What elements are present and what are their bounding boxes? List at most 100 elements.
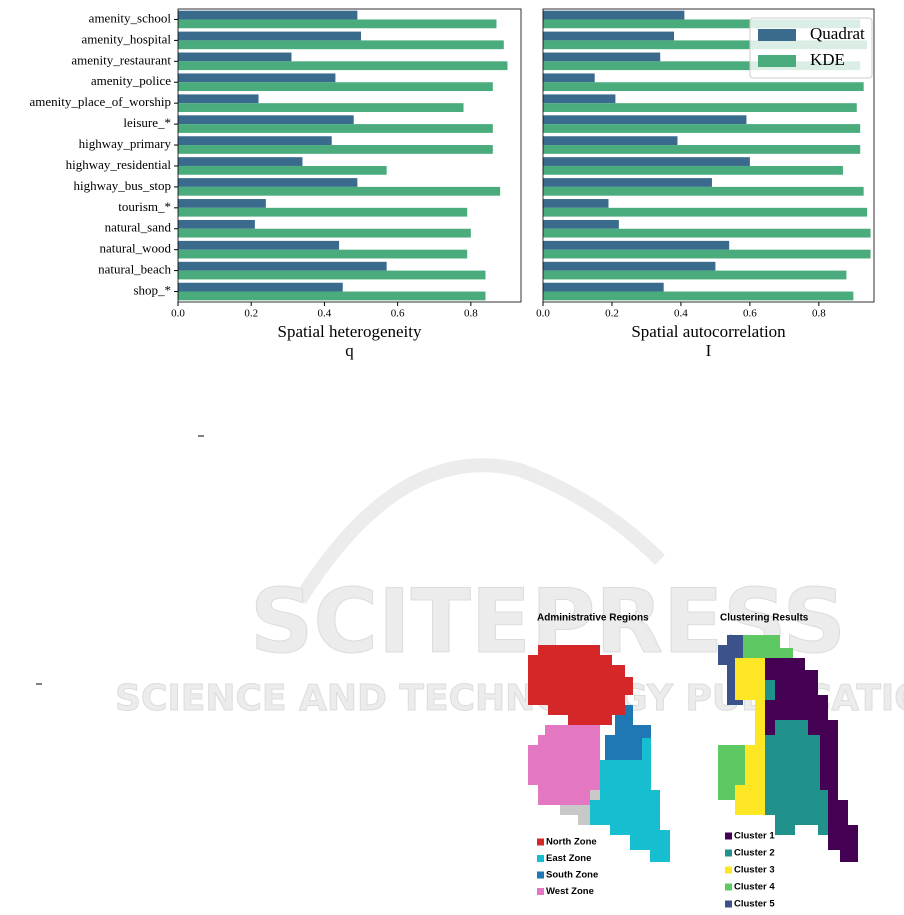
bar xyxy=(543,19,861,29)
bar xyxy=(543,94,616,104)
bar xyxy=(178,94,259,104)
y-tick-label: amenity_school xyxy=(89,10,172,25)
y-tick-label: tourism_* xyxy=(118,199,171,214)
bar xyxy=(178,52,292,62)
bar xyxy=(543,261,716,271)
bar xyxy=(178,219,255,229)
map-region xyxy=(528,645,633,725)
y-tick-label: natural_wood xyxy=(100,241,172,256)
legend-swatch xyxy=(725,883,732,891)
map-region xyxy=(718,745,745,800)
bar xyxy=(178,82,493,92)
bar xyxy=(543,240,730,250)
bar xyxy=(543,115,747,125)
bar xyxy=(178,178,358,187)
bar xyxy=(178,19,497,29)
bar xyxy=(543,199,609,208)
bar xyxy=(178,145,493,154)
bar xyxy=(178,270,486,280)
legend-swatch xyxy=(725,866,732,874)
y-tick-label: highway_primary xyxy=(79,136,172,151)
bar xyxy=(178,282,343,292)
bar xyxy=(543,291,854,301)
x-tick-label: 0.4 xyxy=(318,308,332,320)
plot-frame xyxy=(542,8,875,303)
x-tick-label: 0.4 xyxy=(674,308,688,320)
map-region xyxy=(743,635,793,658)
bar xyxy=(543,282,664,292)
bar xyxy=(543,61,861,71)
y-tick-label: highway_residential xyxy=(66,157,172,172)
plot-frame xyxy=(177,8,522,303)
legend-swatch xyxy=(725,900,732,908)
bar xyxy=(178,136,332,146)
bar xyxy=(543,40,868,50)
bar xyxy=(178,40,504,50)
y-tick-label: natural_beach xyxy=(98,262,171,277)
bar xyxy=(543,124,861,133)
x-tick-label: 0.8 xyxy=(812,308,826,320)
legend-label: Quadrat xyxy=(810,24,865,43)
bar xyxy=(543,186,864,196)
legend-label: West Zone xyxy=(546,886,594,897)
bar xyxy=(178,115,354,125)
bar xyxy=(178,124,493,133)
bar xyxy=(178,31,362,41)
watermark-logo xyxy=(294,458,665,604)
bar xyxy=(543,52,661,62)
legend-label: Cluster 2 xyxy=(734,848,775,859)
bar xyxy=(178,207,468,217)
y-tick-label: natural_sand xyxy=(105,220,172,235)
bar xyxy=(543,270,847,280)
legend-label: Cluster 4 xyxy=(734,882,775,893)
map-region xyxy=(605,705,651,760)
bar xyxy=(543,10,685,20)
x-tick-label: 0.6 xyxy=(743,308,757,320)
map-region xyxy=(765,680,775,700)
map-title: Clustering Results xyxy=(720,613,809,624)
legend-label: KDE xyxy=(810,50,845,69)
bar xyxy=(543,145,861,154)
map-region xyxy=(590,738,670,862)
bar xyxy=(178,61,508,71)
x-tick-label: 0.8 xyxy=(464,308,478,320)
y-tick-label: highway_bus_stop xyxy=(74,178,172,193)
x-axis-label: q xyxy=(345,341,354,360)
y-tick-label: amenity_hospital xyxy=(81,31,171,46)
x-axis-label: Spatial heterogeneity xyxy=(278,322,422,341)
bar xyxy=(543,219,619,229)
bar xyxy=(178,73,336,83)
bar xyxy=(543,73,595,83)
legend-label: South Zone xyxy=(546,870,598,881)
legend-swatch xyxy=(758,29,796,41)
bar xyxy=(543,178,712,187)
bar xyxy=(178,249,468,259)
legend-swatch xyxy=(537,871,544,879)
y-tick-label: leisure_* xyxy=(123,115,171,130)
map-title: Administrative Regions xyxy=(537,613,649,624)
map-region xyxy=(528,725,600,805)
legend-swatch xyxy=(537,855,544,862)
legend-swatch xyxy=(758,55,796,67)
bar xyxy=(543,136,678,146)
bar xyxy=(178,157,303,166)
x-axis-label: Spatial autocorrelation xyxy=(631,322,786,341)
watermark-title: SCITEPRESS xyxy=(250,570,846,673)
bar xyxy=(178,291,486,301)
x-tick-label: 0.6 xyxy=(391,308,405,320)
bar xyxy=(543,157,750,166)
y-tick-label: amenity_police xyxy=(91,73,171,88)
x-tick-label: 0.2 xyxy=(244,308,258,320)
legend-swatch xyxy=(537,888,544,895)
bar xyxy=(178,165,387,175)
bar xyxy=(543,82,864,92)
legend-label: Cluster 1 xyxy=(734,831,775,842)
bar xyxy=(178,103,464,112)
admin-map xyxy=(528,645,670,862)
x-tick-label: 0.0 xyxy=(171,308,185,320)
y-tick-label: amenity_restaurant xyxy=(71,52,171,67)
x-axis-label: I xyxy=(706,341,712,360)
cluster-map xyxy=(718,635,858,862)
map-region xyxy=(765,720,828,835)
